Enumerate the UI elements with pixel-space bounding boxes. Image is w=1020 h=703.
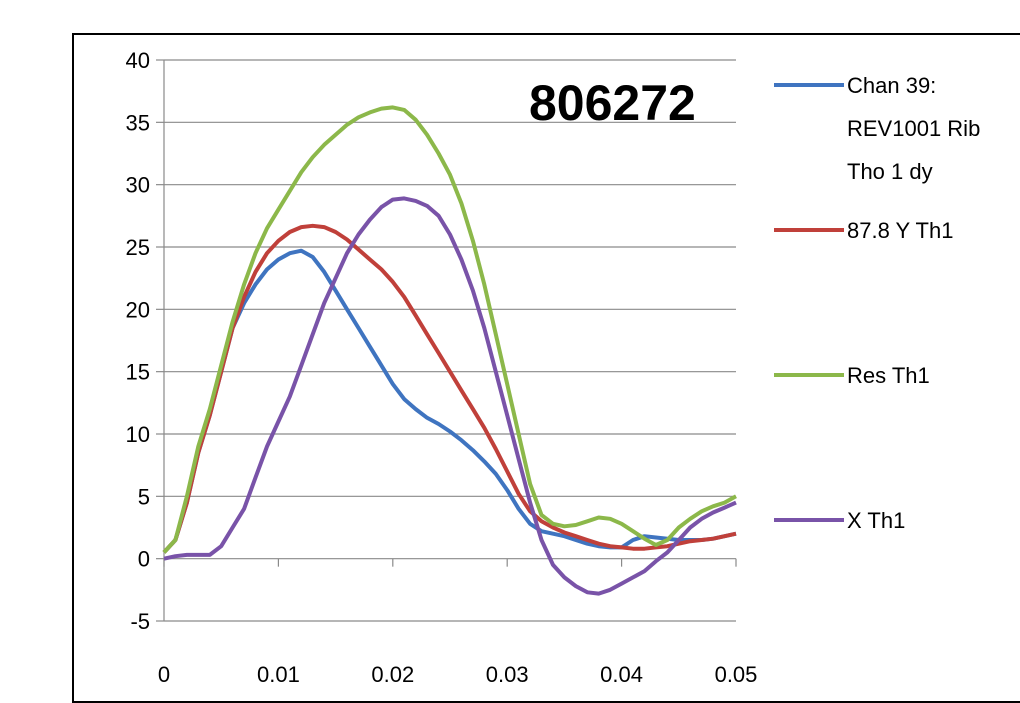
x-tick-label: 0.04 (600, 662, 643, 687)
legend-label: Tho 1 dy (847, 159, 933, 184)
y-tick-label: 0 (138, 547, 150, 572)
x-tick-label: 0 (158, 662, 170, 687)
legend-label: REV1001 Rib (847, 116, 980, 141)
y-tick-label: 5 (138, 484, 150, 509)
legend-label: Chan 39: (847, 73, 936, 98)
y-tick-label: 35 (126, 110, 150, 135)
legend-label: Res Th1 (847, 363, 930, 388)
y-tick-label: 40 (126, 48, 150, 73)
x-tick-label: 0.03 (486, 662, 529, 687)
x-tick-label: 0.01 (257, 662, 300, 687)
legend-label: X Th1 (847, 508, 905, 533)
y-tick-label: 15 (126, 360, 150, 385)
series-line-1 (162, 248, 737, 554)
y-tick-label: 10 (126, 422, 150, 447)
x-tick-label: 0.05 (715, 662, 758, 687)
chart-frame: 40 35 30 25 20 15 10 5 0 -5 0 0.01 0.02 0.03 0.04 0.05 … (72, 33, 1020, 703)
chart-title: 806272 (529, 75, 696, 131)
legend-label: 87.8 Y Th1 (847, 218, 953, 243)
x-tick-label: 0.02 (371, 662, 414, 687)
legend: Chan 39: REV1001 Rib Tho 1 dy 87.8 Y Th1 Res… (774, 73, 980, 533)
y-tick-label: 25 (126, 235, 150, 260)
y-tick-label: 30 (126, 173, 150, 198)
y-tick-label: -5 (130, 609, 150, 634)
axes: 40 35 30 25 20 15 10 5 0 -5 0 0.01 0.02 0.03 0.04 0.05 (126, 48, 758, 687)
y-tick-label: 20 (126, 297, 150, 322)
series-lines (162, 105, 737, 596)
series-line-3 (162, 105, 737, 554)
series-line-2 (162, 223, 737, 554)
series-line-4 (163, 196, 737, 596)
